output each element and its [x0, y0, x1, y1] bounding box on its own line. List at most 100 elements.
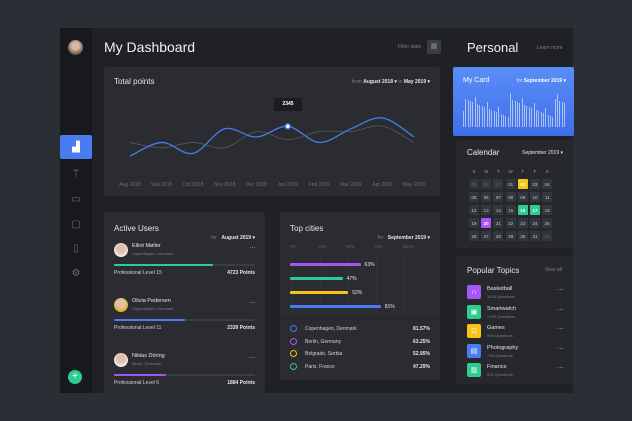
more-button[interactable]: ⋯: [249, 300, 256, 307]
calendar-day[interactable]: 06: [481, 192, 492, 202]
topic-row[interactable]: ∩ Basketball 1423 Questions ⋯: [456, 285, 573, 301]
card-bars: [463, 93, 566, 127]
calendar-day[interactable]: 10: [530, 192, 540, 202]
user-location: Copenhagen, Denmark: [132, 251, 174, 256]
sidebar-item-stats[interactable]: ▟: [60, 135, 92, 159]
more-button[interactable]: ⋯: [557, 365, 564, 372]
calendar-day[interactable]: 25: [542, 218, 553, 228]
calendar-day[interactable]: 26: [481, 179, 492, 189]
highlight-point[interactable]: [284, 123, 292, 130]
calendar-day[interactable]: 17: [530, 205, 540, 215]
calendar-day[interactable]: 18: [542, 205, 553, 215]
calendar-day[interactable]: 28: [493, 231, 504, 241]
user-row[interactable]: Elliot Møller Copenhagen, Denmark ⋯ Profess…: [104, 240, 265, 290]
city-name: Copenhagen, Denmark: [305, 326, 357, 332]
period-select[interactable]: for September 2019 ▾: [517, 78, 567, 84]
user-row[interactable]: Olivia Pedersen Copenhagen, Denmark ⋯ Profe…: [104, 295, 265, 345]
calendar-day[interactable]: 22: [505, 218, 516, 228]
bar-chart-icon: ▟: [72, 141, 80, 153]
user-name: Elliot Møller: [132, 243, 161, 249]
calendar-day[interactable]: 13: [481, 205, 492, 215]
chat-icon: ▢: [71, 218, 81, 230]
card-bar: [514, 101, 516, 127]
topic-row[interactable]: ▥ Finance 632 Questions ⋯: [456, 363, 573, 379]
filter-button[interactable]: ▦: [427, 40, 441, 54]
sidebar-item-inbox[interactable]: ▭: [60, 187, 92, 211]
calendar-period-select[interactable]: September 2019 ▾: [522, 150, 563, 156]
more-button[interactable]: ⋯: [249, 245, 256, 252]
calendar-day[interactable]: 15: [505, 205, 516, 215]
calendar-day[interactable]: 01: [542, 231, 553, 241]
calendar-day[interactable]: 27: [481, 231, 492, 241]
topic-name: Basketball: [487, 286, 513, 292]
more-button[interactable]: ⋯: [249, 355, 256, 362]
sidebar-item-document[interactable]: ▯: [60, 236, 92, 260]
card-title: Active Users: [114, 224, 159, 233]
calendar-day[interactable]: 09: [517, 192, 528, 202]
calendar-day[interactable]: 27: [493, 179, 504, 189]
weekday: S: [545, 169, 549, 174]
user-points: 2339 Points: [227, 325, 255, 331]
city-dot: [290, 325, 297, 332]
calendar-day[interactable]: 19: [469, 218, 479, 228]
calendar-day[interactable]: 02: [517, 179, 528, 189]
topic-count: 632 Questions: [487, 372, 513, 377]
for-label: for: [211, 235, 217, 241]
calendar-day[interactable]: 31: [530, 231, 540, 241]
document-icon: ▯: [73, 242, 79, 254]
avatar: [114, 298, 128, 312]
calendar-day[interactable]: 25: [469, 179, 479, 189]
weekday: F: [533, 169, 537, 174]
calendar-day[interactable]: 03: [530, 179, 540, 189]
grid-line: [376, 254, 377, 318]
period-select[interactable]: for August 2019 ▾: [211, 226, 255, 244]
avatar[interactable]: [68, 40, 83, 55]
calendar-day[interactable]: 30: [517, 231, 528, 241]
calendar-day[interactable]: 14: [493, 205, 504, 215]
card-bar: [502, 115, 504, 127]
calendar-day[interactable]: 11: [542, 192, 553, 202]
more-button[interactable]: ⋯: [557, 326, 564, 333]
topic-row[interactable]: ⊡ Games 965 Questions ⋯: [456, 324, 573, 340]
user-name: Olivia Pedersen: [132, 298, 171, 304]
more-button[interactable]: ⋯: [557, 345, 564, 353]
calendar-day[interactable]: 21: [493, 218, 504, 228]
card-title: Total points: [114, 77, 155, 86]
topic-row[interactable]: ▤ Photography 798 Questions ⋯: [456, 343, 573, 360]
calendar-day[interactable]: 01: [505, 179, 516, 189]
calendar-day[interactable]: 29: [505, 231, 516, 241]
x-tick-label: Oct 2018: [183, 182, 204, 188]
calendar-day[interactable]: 07: [493, 192, 504, 202]
calendar-day[interactable]: 12: [469, 205, 479, 215]
filter-stats-label: Filter stats: [398, 44, 422, 50]
x-tick-label: May 2019: [403, 182, 425, 188]
calendar-day[interactable]: 20: [481, 218, 492, 228]
to-select[interactable]: May 2019 ▾: [403, 79, 430, 85]
calendar-day[interactable]: 23: [517, 218, 528, 228]
calendar-day[interactable]: 24: [530, 218, 540, 228]
card-bar: [470, 101, 472, 127]
gamepad-icon: ⊡: [467, 324, 481, 338]
calendar-day[interactable]: 08: [505, 192, 516, 202]
calendar-day[interactable]: 16: [517, 205, 528, 215]
period-select[interactable]: for September 2019 ▾: [377, 226, 430, 244]
more-button[interactable]: ⋯: [557, 287, 564, 294]
calendar-day[interactable]: 05: [469, 192, 479, 202]
learn-more-link[interactable]: Learn more: [537, 45, 563, 51]
sidebar-item-sign[interactable]: ⍑: [60, 162, 92, 186]
sidebar-item-settings[interactable]: ⚙: [60, 261, 92, 285]
view-all-link[interactable]: View all: [544, 267, 562, 273]
calendar-day[interactable]: 04: [542, 179, 553, 189]
calendar-day[interactable]: 26: [469, 231, 479, 241]
axis-tick: 0%: [290, 244, 297, 249]
add-button[interactable]: +: [68, 370, 82, 384]
my-card[interactable]: My Card for September 2019 ▾: [453, 67, 574, 136]
x-tick-label: Feb 2019: [309, 182, 330, 188]
from-select[interactable]: August 2018 ▾: [363, 79, 397, 85]
user-points: 4723 Points: [227, 270, 255, 276]
to-label: to: [398, 79, 403, 85]
more-button[interactable]: ⋯: [557, 306, 564, 314]
sidebar-item-chat[interactable]: ▢: [60, 212, 92, 236]
topic-row[interactable]: ▣ Smartwatch 1709 Questions ⋯: [456, 304, 573, 321]
user-row[interactable]: Niklas Döring Berlin, Germany ⋯ Professiona…: [104, 350, 265, 400]
